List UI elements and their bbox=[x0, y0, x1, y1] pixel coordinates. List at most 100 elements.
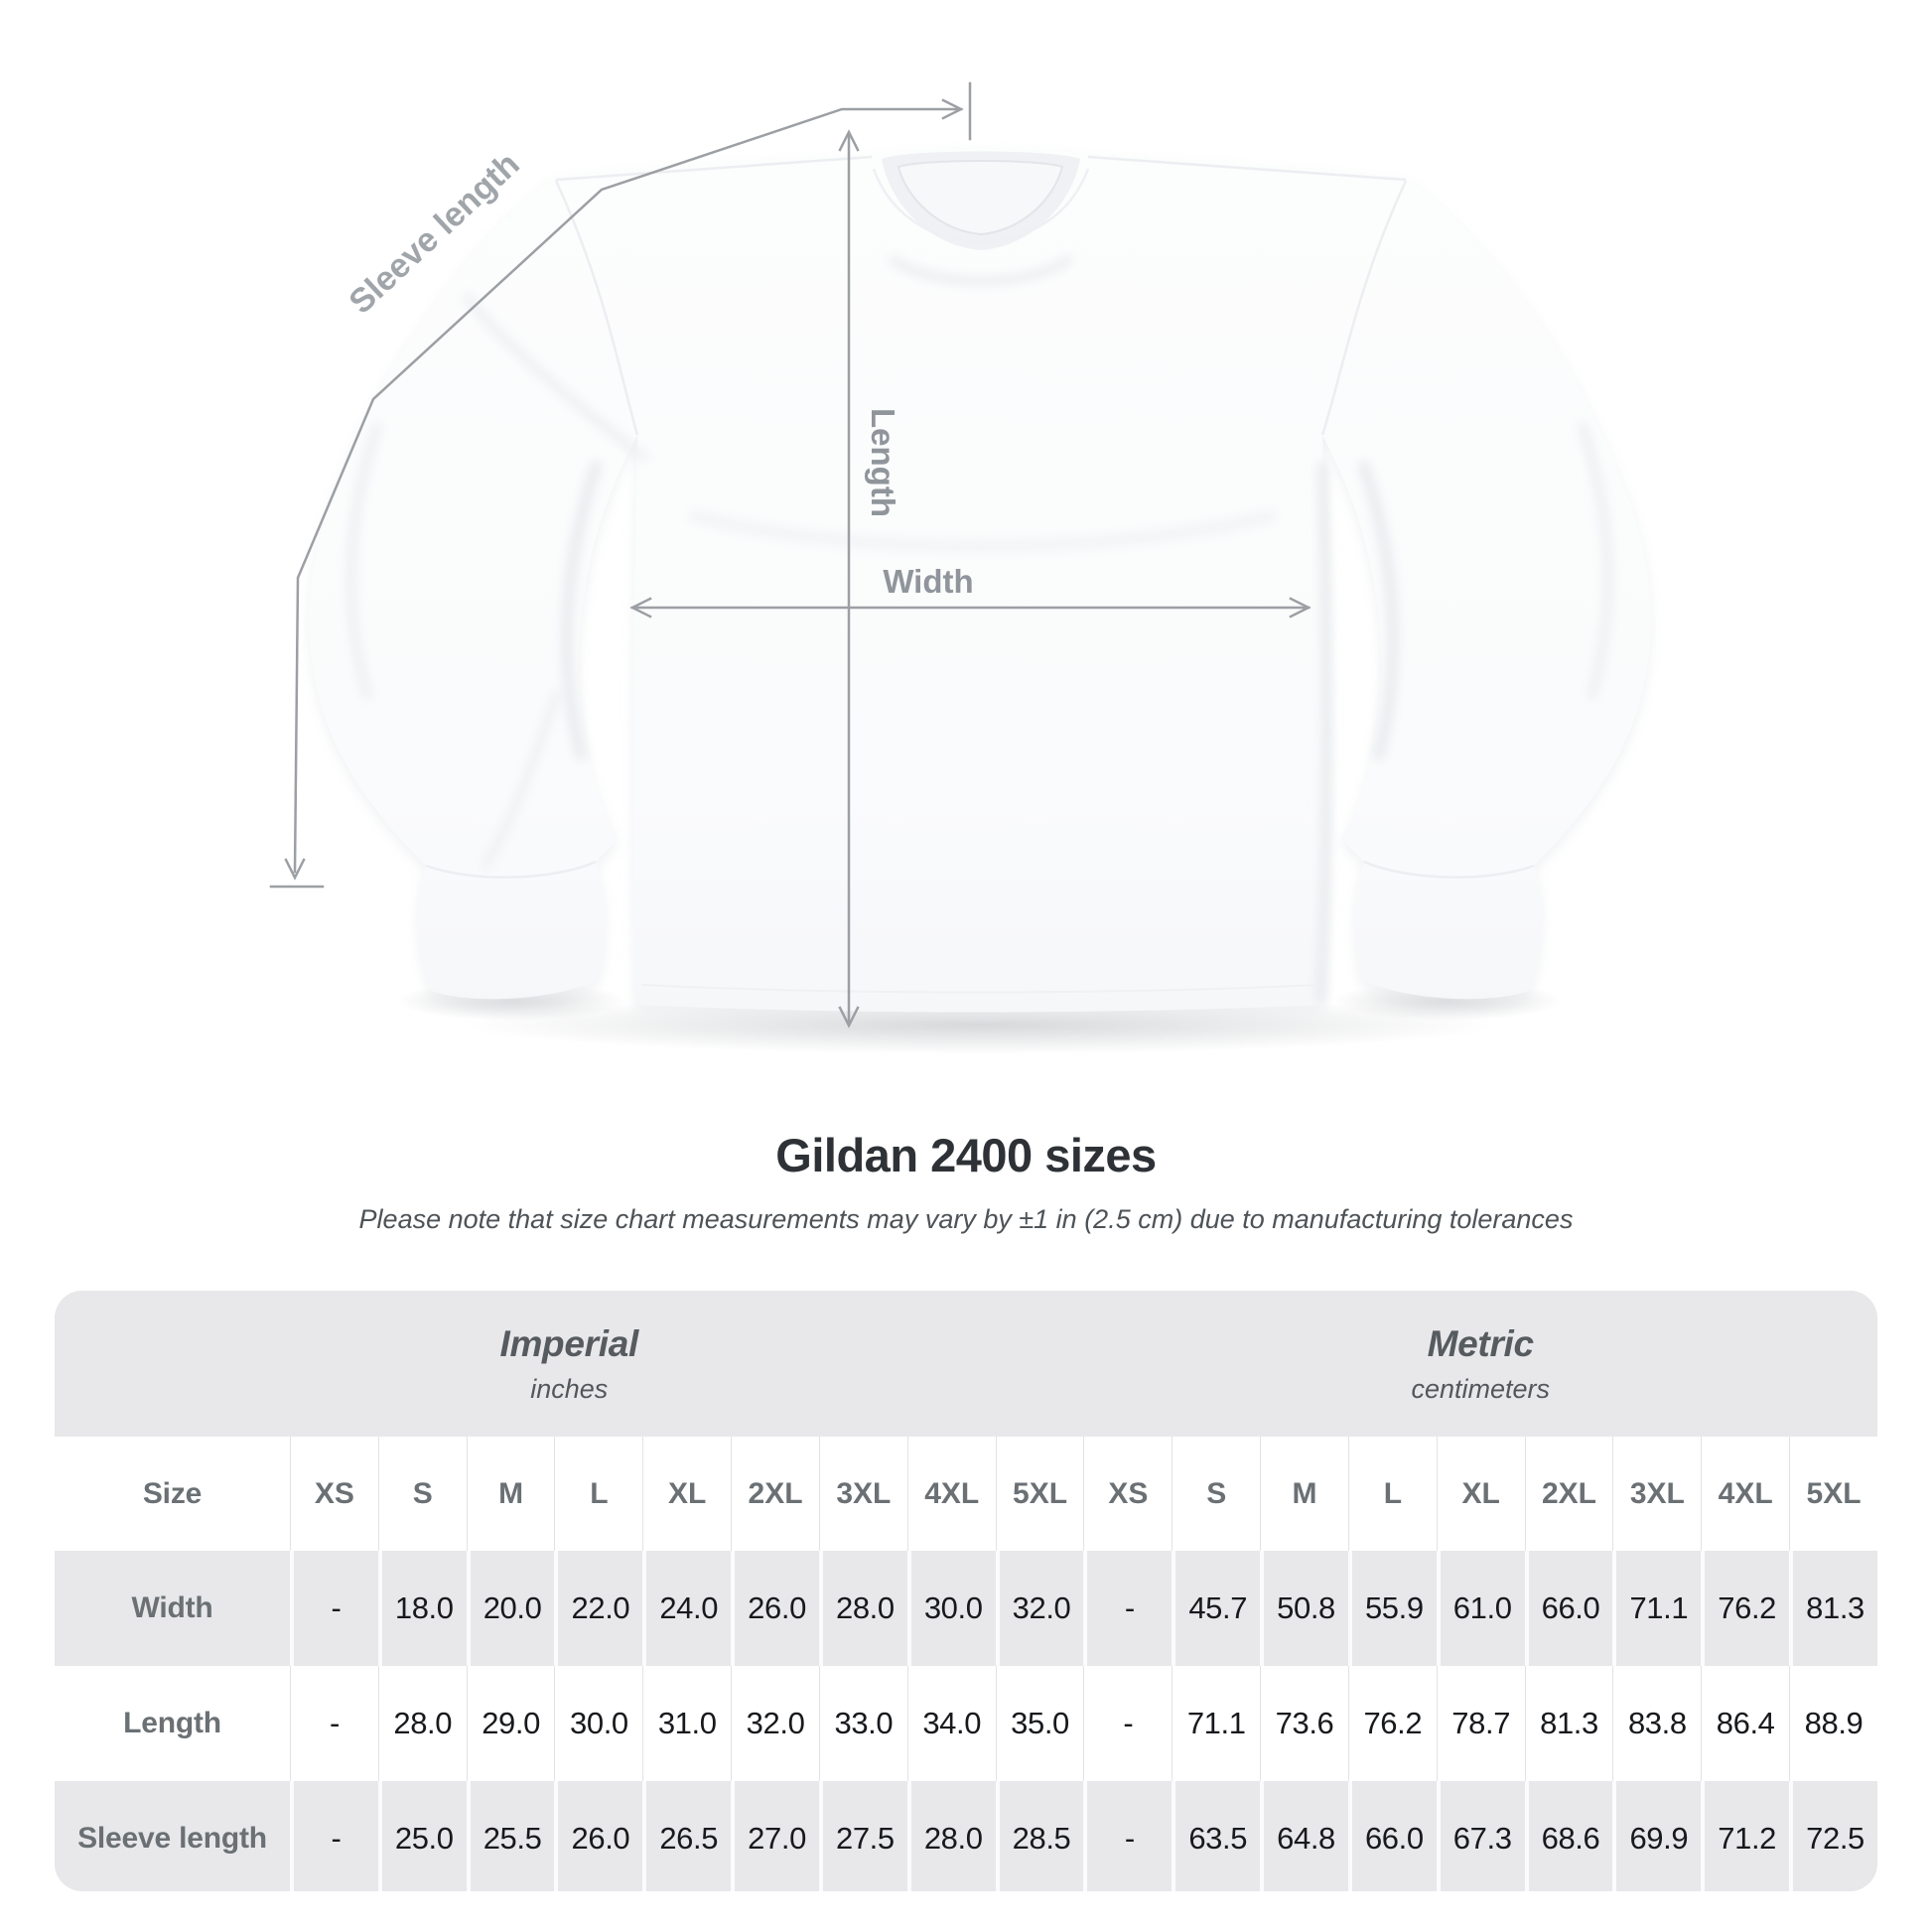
length-label: Length bbox=[865, 408, 901, 517]
shirt-measurement-diagram: Sleeve length Length Width bbox=[269, 81, 1651, 1054]
cell: 29.0 bbox=[466, 1666, 555, 1781]
cell: 32.0 bbox=[731, 1666, 819, 1781]
size-col-header: XS bbox=[290, 1437, 378, 1551]
cell: 71.1 bbox=[1612, 1551, 1702, 1666]
cell: - bbox=[1083, 1666, 1173, 1781]
size-col-header: 2XL bbox=[731, 1437, 819, 1551]
cell: 18.0 bbox=[377, 1551, 467, 1666]
row-label: Length bbox=[55, 1666, 290, 1781]
cell: 32.0 bbox=[995, 1551, 1084, 1666]
cell: 76.2 bbox=[1701, 1551, 1790, 1666]
size-col-header: 5XL bbox=[1789, 1437, 1877, 1551]
row-label: Sleeve length bbox=[55, 1781, 290, 1891]
cell: 27.5 bbox=[818, 1781, 907, 1891]
cell: 30.0 bbox=[554, 1666, 643, 1781]
metric-units: centimeters bbox=[1411, 1373, 1550, 1404]
page-title: Gildan 2400 sizes bbox=[775, 1129, 1157, 1181]
cell: 78.7 bbox=[1436, 1666, 1525, 1781]
sleeve-length-row: Sleeve length - 25.0 25.5 26.0 26.5 27.0… bbox=[55, 1781, 1877, 1891]
cell: 76.2 bbox=[1347, 1666, 1437, 1781]
sleeve-length-line bbox=[269, 81, 972, 889]
cell: 27.0 bbox=[731, 1781, 819, 1891]
cell: 30.0 bbox=[906, 1551, 996, 1666]
shirt-seams bbox=[425, 155, 1535, 994]
size-col-header: M bbox=[466, 1437, 555, 1551]
shirt-silhouette bbox=[309, 148, 1651, 1013]
cell: 66.0 bbox=[1524, 1551, 1613, 1666]
imperial-group-header: Imperial inches bbox=[55, 1291, 1084, 1437]
cell: 55.9 bbox=[1347, 1551, 1437, 1666]
size-col-header: 2XL bbox=[1524, 1437, 1613, 1551]
size-col-header: XL bbox=[642, 1437, 732, 1551]
cell: 26.0 bbox=[554, 1781, 643, 1891]
cell: 28.0 bbox=[906, 1781, 996, 1891]
size-chart-table: Imperial inches Metric centimeters Size … bbox=[55, 1291, 1877, 1891]
cell: 50.8 bbox=[1260, 1551, 1348, 1666]
size-header: Size bbox=[55, 1437, 290, 1551]
size-header-row: Size XS S M L XL 2XL 3XL 4XL 5XL XS S M … bbox=[55, 1437, 1877, 1551]
cell: 25.5 bbox=[466, 1781, 555, 1891]
cell: 73.6 bbox=[1260, 1666, 1348, 1781]
cell: 67.3 bbox=[1436, 1781, 1525, 1891]
cell: 63.5 bbox=[1172, 1781, 1261, 1891]
cell: 26.0 bbox=[731, 1551, 819, 1666]
size-chart-table-container: Imperial inches Metric centimeters Size … bbox=[55, 1291, 1877, 1891]
cell: 24.0 bbox=[642, 1551, 732, 1666]
cell: 88.9 bbox=[1789, 1666, 1877, 1781]
cell: 45.7 bbox=[1172, 1551, 1261, 1666]
length-row: Length - 28.0 29.0 30.0 31.0 32.0 33.0 3… bbox=[55, 1666, 1877, 1781]
shirt-collar bbox=[872, 151, 1090, 250]
metric-label: Metric bbox=[1427, 1322, 1534, 1364]
cell: 31.0 bbox=[642, 1666, 732, 1781]
width-row: Width - 18.0 20.0 22.0 24.0 26.0 28.0 30… bbox=[55, 1551, 1877, 1666]
size-col-header: S bbox=[377, 1437, 467, 1551]
size-col-header: M bbox=[1260, 1437, 1348, 1551]
cell: 64.8 bbox=[1260, 1781, 1348, 1891]
cell: 71.1 bbox=[1172, 1666, 1261, 1781]
cell: - bbox=[290, 1666, 378, 1781]
cell: 83.8 bbox=[1612, 1666, 1702, 1781]
size-col-header: XS bbox=[1083, 1437, 1173, 1551]
cell: 26.5 bbox=[642, 1781, 732, 1891]
row-label: Width bbox=[55, 1551, 290, 1666]
cell: 33.0 bbox=[818, 1666, 907, 1781]
cell: 28.5 bbox=[995, 1781, 1084, 1891]
length-line bbox=[838, 129, 860, 1029]
size-col-header: 5XL bbox=[995, 1437, 1084, 1551]
size-col-header: 3XL bbox=[1612, 1437, 1702, 1551]
size-col-header: XL bbox=[1436, 1437, 1525, 1551]
size-col-header: L bbox=[554, 1437, 643, 1551]
cell: 34.0 bbox=[906, 1666, 996, 1781]
shirt-shading bbox=[346, 255, 1613, 1003]
cell: - bbox=[1083, 1781, 1173, 1891]
width-label: Width bbox=[883, 563, 973, 600]
unit-group-header-row: Imperial inches Metric centimeters bbox=[55, 1291, 1877, 1437]
cell: 68.6 bbox=[1524, 1781, 1613, 1891]
size-col-header: 4XL bbox=[906, 1437, 996, 1551]
width-line bbox=[629, 597, 1311, 619]
tolerance-note: Please note that size chart measurements… bbox=[358, 1204, 1574, 1234]
cell: 86.4 bbox=[1701, 1666, 1790, 1781]
cell: - bbox=[290, 1551, 378, 1666]
size-col-header: 4XL bbox=[1701, 1437, 1790, 1551]
cell: 20.0 bbox=[466, 1551, 555, 1666]
size-col-header: L bbox=[1347, 1437, 1437, 1551]
cell: - bbox=[290, 1781, 378, 1891]
metric-group-header: Metric centimeters bbox=[1083, 1291, 1877, 1437]
cell: 69.9 bbox=[1612, 1781, 1702, 1891]
cell: - bbox=[1083, 1551, 1173, 1666]
cell: 28.0 bbox=[818, 1551, 907, 1666]
measurement-annotations bbox=[269, 81, 1311, 1029]
cell: 25.0 bbox=[377, 1781, 467, 1891]
cell: 71.2 bbox=[1701, 1781, 1790, 1891]
cell: 72.5 bbox=[1789, 1781, 1877, 1891]
cell: 35.0 bbox=[995, 1666, 1084, 1781]
size-col-header: S bbox=[1172, 1437, 1261, 1551]
cell: 81.3 bbox=[1524, 1666, 1613, 1781]
cell: 66.0 bbox=[1347, 1781, 1437, 1891]
cell: 28.0 bbox=[377, 1666, 467, 1781]
size-col-header: 3XL bbox=[818, 1437, 907, 1551]
imperial-units: inches bbox=[530, 1373, 609, 1404]
cell: 22.0 bbox=[554, 1551, 643, 1666]
